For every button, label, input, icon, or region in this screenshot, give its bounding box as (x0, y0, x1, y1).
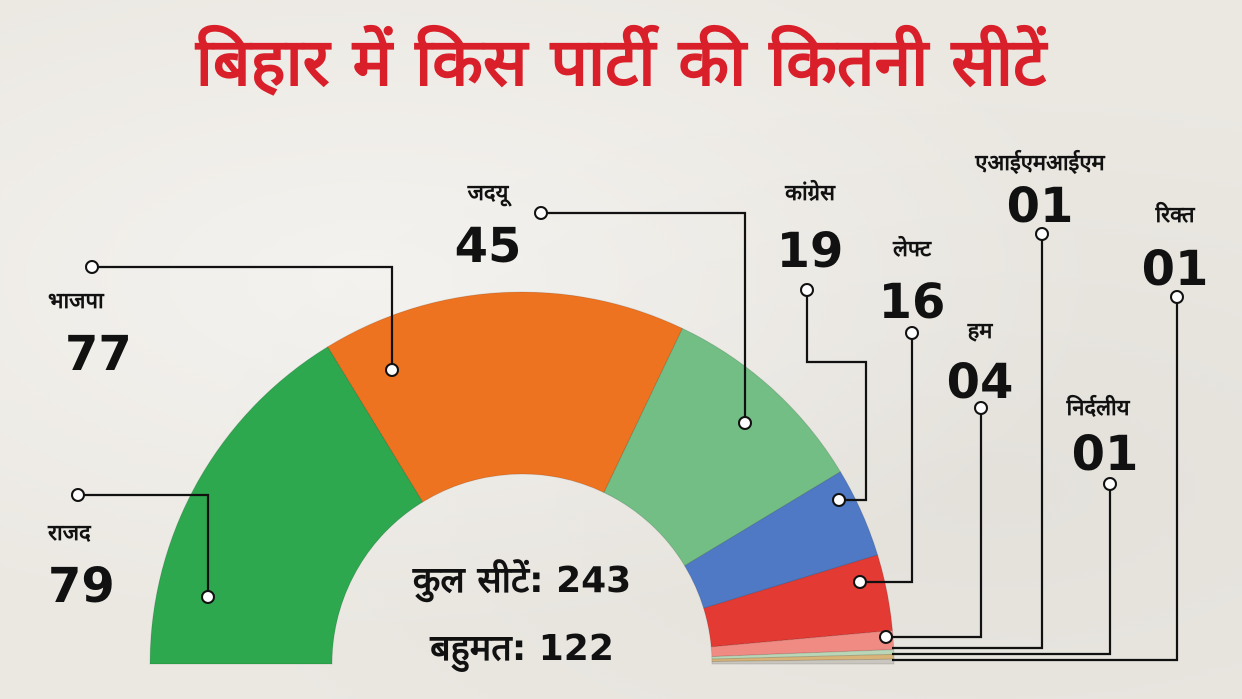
leader-dot-7-0 (1103, 477, 1117, 491)
slice-value-8: 01 (1142, 241, 1209, 297)
leader-dot-0-0 (71, 488, 85, 502)
leader-line-3 (805, 290, 868, 502)
leader-dot-4-0 (905, 326, 919, 340)
leader-dot-1-0 (85, 260, 99, 274)
leader-line-8 (892, 297, 1179, 662)
slice-0 (149, 346, 424, 665)
slice-value-4: 16 (879, 274, 946, 330)
slice-4 (703, 554, 894, 648)
slice-name-3: कांग्रेस (784, 179, 836, 206)
slice-name-7: निर्दलीय (1066, 394, 1131, 421)
slice-2 (603, 327, 842, 567)
slice-name-0: राजद (47, 521, 92, 546)
leader-line-0 (78, 493, 210, 597)
slice-value-6: 01 (1007, 178, 1074, 234)
leader-dot-6-0 (1035, 227, 1049, 241)
slice-name-8: रिक्त (1154, 201, 1195, 228)
slice-7 (711, 653, 895, 663)
leader-line-5 (886, 408, 983, 639)
leader-dot-1-1 (385, 363, 399, 377)
slice-value-3: 19 (777, 223, 844, 279)
leader-line-1 (92, 265, 394, 370)
slice-value-5: 04 (947, 354, 1014, 410)
leader-dot-2-0 (534, 206, 548, 220)
leader-dot-3-0 (800, 283, 814, 297)
slice-value-0: 79 (48, 558, 115, 614)
total-seats-label: कुल सीटें: 243 (412, 559, 631, 603)
leader-line-7 (892, 484, 1112, 656)
leader-dot-8-0 (1170, 290, 1184, 304)
slice-1 (327, 291, 684, 503)
slice-name-5: हम (967, 319, 994, 344)
leader-line-6 (892, 234, 1044, 650)
slice-value-2: 45 (455, 218, 522, 274)
leader-dot-0-1 (201, 590, 215, 604)
slice-name-2: जदयू (467, 181, 513, 207)
slice-value-7: 01 (1072, 426, 1139, 482)
slice-name-6: एआईएमआईएम (974, 149, 1105, 176)
leader-dot-3-1 (832, 493, 846, 507)
leader-dot-5-0 (974, 401, 988, 415)
leader-dot-2-1 (738, 416, 752, 430)
leader-dot-4-1 (853, 575, 867, 589)
slice-name-4: लेफ्ट (892, 235, 932, 262)
slice-value-1: 77 (65, 326, 132, 382)
leader-line-2 (541, 211, 747, 423)
leader-dot-5-1 (879, 630, 893, 644)
leader-line-4 (860, 333, 914, 584)
slice-name-1: भाजपा (48, 289, 105, 314)
page-title: बिहार में किस पार्टी की कितनी सीटें (195, 24, 1047, 101)
slice-6 (711, 649, 895, 660)
majority-label: बहुमत: 122 (429, 628, 614, 672)
